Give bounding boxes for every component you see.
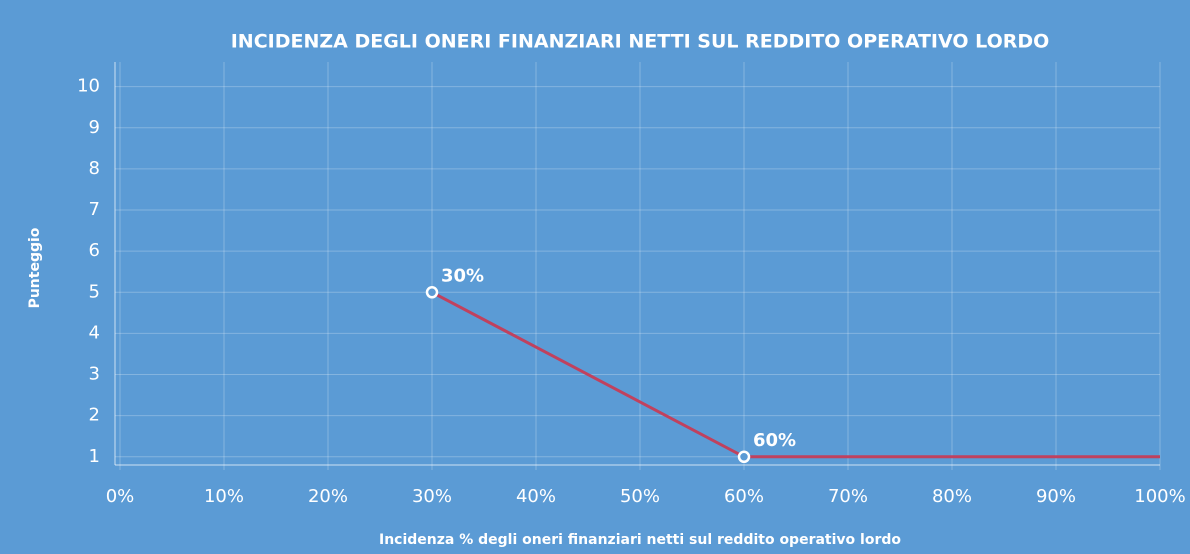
x-tick-label: 50% xyxy=(620,486,660,507)
x-tick-label: 80% xyxy=(932,486,972,507)
x-tick-label: 70% xyxy=(828,486,868,507)
x-tick-label: 100% xyxy=(1134,486,1185,507)
y-tick-label: 8 xyxy=(89,158,100,179)
x-tick-label: 0% xyxy=(106,486,135,507)
y-tick-label: 6 xyxy=(89,240,100,261)
y-tick-label: 4 xyxy=(89,322,100,343)
x-axis-title: Incidenza % degli oneri finanziari netti… xyxy=(379,532,901,548)
y-tick-label: 10 xyxy=(77,76,100,97)
y-tick-label: 5 xyxy=(89,281,100,302)
y-tick-label: 9 xyxy=(89,117,100,138)
data-point xyxy=(425,286,439,299)
x-tick-label: 60% xyxy=(724,486,764,507)
x-tick-label: 10% xyxy=(204,486,244,507)
x-tick-label: 20% xyxy=(308,486,348,507)
y-tick-label: 7 xyxy=(89,199,100,220)
x-tick-label: 30% xyxy=(412,486,452,507)
y-tick-label: 2 xyxy=(89,405,100,426)
chart-title: INCIDENZA DEGLI ONERI FINANZIARI NETTI S… xyxy=(231,31,1050,53)
y-tick-label: 3 xyxy=(89,364,100,385)
x-tick-label: 90% xyxy=(1036,486,1076,507)
x-tick-label: 40% xyxy=(516,486,556,507)
data-label: 60% xyxy=(753,430,796,451)
data-label: 30% xyxy=(441,265,484,286)
y-axis-title: Punteggio xyxy=(27,227,43,308)
data-point xyxy=(737,450,751,464)
y-tick-label: 1 xyxy=(89,446,100,467)
